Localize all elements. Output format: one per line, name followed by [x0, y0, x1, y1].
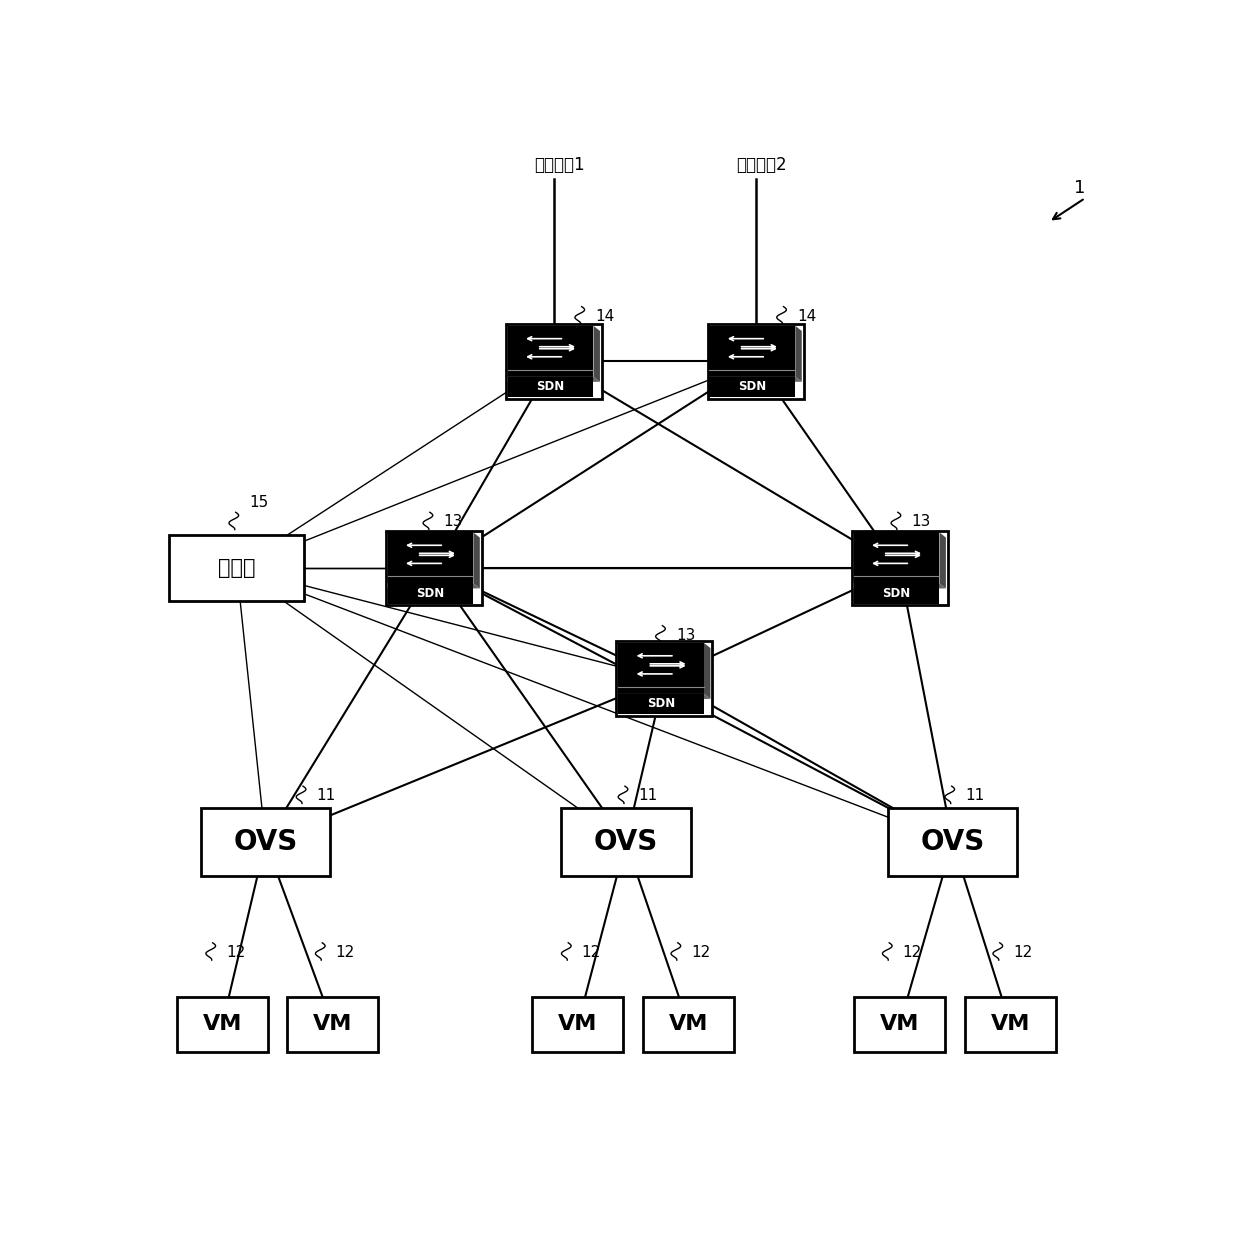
Polygon shape	[795, 326, 802, 382]
Bar	[642, 996, 734, 1053]
Text: VM: VM	[312, 1014, 352, 1034]
Text: 11: 11	[316, 789, 336, 804]
Bar	[506, 323, 601, 399]
Polygon shape	[619, 694, 711, 699]
Polygon shape	[709, 376, 802, 382]
Polygon shape	[853, 532, 940, 584]
Text: 控制器: 控制器	[218, 559, 255, 577]
Text: SDN: SDN	[537, 380, 564, 394]
Text: SDN: SDN	[883, 587, 910, 600]
Polygon shape	[388, 532, 474, 584]
Bar	[532, 996, 624, 1053]
Bar	[170, 536, 304, 600]
Bar	[852, 531, 947, 605]
Text: 外网出口2: 外网出口2	[737, 156, 787, 174]
Text: 12: 12	[691, 945, 711, 960]
Polygon shape	[619, 643, 704, 694]
Polygon shape	[594, 326, 600, 382]
Bar	[853, 584, 940, 604]
Text: 14: 14	[797, 308, 816, 323]
Text: 外网出口1: 外网出口1	[534, 156, 585, 174]
Text: 13: 13	[444, 515, 463, 530]
Bar	[888, 809, 1018, 876]
Polygon shape	[709, 326, 795, 376]
Text: OVS: OVS	[594, 828, 658, 855]
Text: OVS: OVS	[920, 828, 985, 855]
Bar	[854, 996, 945, 1053]
Bar	[560, 809, 691, 876]
Text: VM: VM	[991, 1014, 1030, 1034]
Bar	[386, 531, 481, 605]
Text: VM: VM	[202, 1014, 242, 1034]
Text: 1: 1	[1074, 180, 1085, 198]
Polygon shape	[474, 532, 480, 589]
Bar	[708, 323, 804, 399]
Text: SDN: SDN	[738, 380, 766, 394]
Text: 14: 14	[595, 308, 614, 323]
Bar	[709, 376, 795, 398]
Bar	[616, 642, 712, 716]
Text: 13: 13	[911, 515, 931, 530]
Bar	[965, 996, 1056, 1053]
Text: SDN: SDN	[417, 587, 445, 600]
Polygon shape	[704, 643, 711, 699]
Bar	[507, 376, 594, 398]
Text: 12: 12	[903, 945, 921, 960]
Text: 12: 12	[1013, 945, 1033, 960]
Polygon shape	[388, 584, 480, 589]
Polygon shape	[940, 532, 946, 589]
Text: 13: 13	[676, 628, 696, 643]
Polygon shape	[853, 584, 946, 589]
Text: VM: VM	[668, 1014, 708, 1034]
Bar	[619, 694, 704, 715]
Polygon shape	[507, 326, 594, 376]
Text: 11: 11	[639, 789, 657, 804]
Text: 12: 12	[582, 945, 601, 960]
Text: 15: 15	[249, 496, 268, 511]
Bar	[388, 584, 474, 604]
Text: 11: 11	[965, 789, 985, 804]
Text: SDN: SDN	[647, 697, 676, 711]
Text: 12: 12	[336, 945, 355, 960]
Text: VM: VM	[880, 1014, 920, 1034]
Text: OVS: OVS	[233, 828, 298, 855]
Polygon shape	[507, 376, 600, 382]
Text: VM: VM	[558, 1014, 598, 1034]
Text: 12: 12	[226, 945, 246, 960]
Bar	[288, 996, 378, 1053]
Bar	[201, 809, 330, 876]
Bar	[176, 996, 268, 1053]
